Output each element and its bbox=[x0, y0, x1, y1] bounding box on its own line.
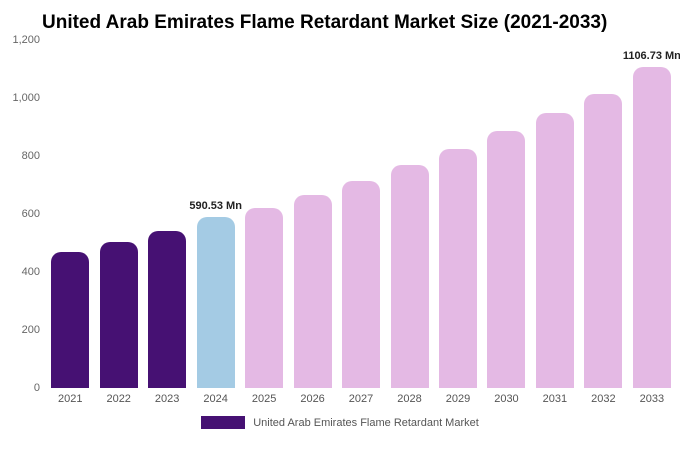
bar-column: 2022 bbox=[94, 40, 142, 410]
x-axis-label: 2032 bbox=[591, 393, 616, 405]
y-axis-tick-label: 600 bbox=[21, 208, 40, 220]
bar-2030 bbox=[487, 131, 526, 388]
y-axis-tick-label: 800 bbox=[21, 150, 40, 162]
bar-column: 2027 bbox=[337, 40, 385, 410]
chart-title: United Arab Emirates Flame Retardant Mar… bbox=[42, 12, 608, 33]
bar-2026 bbox=[293, 195, 332, 388]
y-axis-tick-label: 200 bbox=[21, 324, 40, 336]
bar-2031 bbox=[535, 112, 574, 388]
x-axis-label: 2024 bbox=[203, 393, 228, 405]
bar-2027 bbox=[342, 180, 381, 388]
bar-column: 2028 bbox=[385, 40, 433, 410]
bar-2022 bbox=[99, 241, 138, 388]
legend: United Arab Emirates Flame Retardant Mar… bbox=[0, 416, 680, 429]
bar-2021 bbox=[51, 251, 90, 388]
bar-2023 bbox=[148, 231, 187, 388]
bar-2025 bbox=[245, 208, 284, 388]
bar-column: 2025 bbox=[240, 40, 288, 410]
legend-label: United Arab Emirates Flame Retardant Mar… bbox=[253, 416, 479, 429]
x-axis-label: 2030 bbox=[494, 393, 519, 405]
bar-column: 2029 bbox=[434, 40, 482, 410]
bar-column: 590.53 Mn 2024 bbox=[189, 40, 242, 410]
x-axis-label: 2033 bbox=[639, 393, 665, 405]
x-axis-label: 2031 bbox=[542, 393, 568, 405]
bar-2032 bbox=[584, 93, 623, 388]
bar-2033 bbox=[632, 67, 671, 388]
bar-column: 2021 bbox=[46, 40, 94, 410]
x-axis-label: 2025 bbox=[251, 393, 277, 405]
y-axis-tick-label: 1,200 bbox=[12, 34, 40, 46]
x-axis-label: 2026 bbox=[300, 393, 325, 405]
x-axis-label: 2022 bbox=[106, 393, 131, 405]
bar-2028 bbox=[390, 164, 429, 388]
bars-row: 2021 2022 2023 590.53 Mn 2024 2025 2026 2027 202… bbox=[46, 40, 680, 410]
x-axis-label: 2029 bbox=[445, 393, 471, 405]
bar-column: 1106.73 Mn 2033 bbox=[623, 40, 680, 410]
bar-value-label: 590.53 Mn bbox=[189, 199, 242, 212]
y-axis-tick-label: 0 bbox=[33, 382, 40, 394]
bar-2029 bbox=[438, 148, 477, 388]
y-axis-tick-label: 1,000 bbox=[12, 92, 40, 104]
bar-column: 2026 bbox=[288, 40, 336, 410]
bar-column: 2032 bbox=[579, 40, 627, 410]
x-axis-label: 2027 bbox=[348, 393, 374, 405]
x-axis-label: 2028 bbox=[397, 393, 422, 405]
bar-2024 bbox=[196, 216, 235, 388]
bar-column: 2023 bbox=[143, 40, 191, 410]
x-axis-label: 2021 bbox=[57, 393, 83, 405]
bar-value-label: 1106.73 Mn bbox=[622, 50, 680, 63]
bar-column: 2030 bbox=[482, 40, 530, 410]
bar-column: 2031 bbox=[531, 40, 579, 410]
plot-area: 2021 2022 2023 590.53 Mn 2024 2025 2026 2027 202… bbox=[12, 34, 680, 410]
x-axis-label: 2023 bbox=[154, 393, 180, 405]
y-axis-tick-label: 400 bbox=[21, 266, 40, 278]
legend-swatch bbox=[201, 416, 246, 429]
